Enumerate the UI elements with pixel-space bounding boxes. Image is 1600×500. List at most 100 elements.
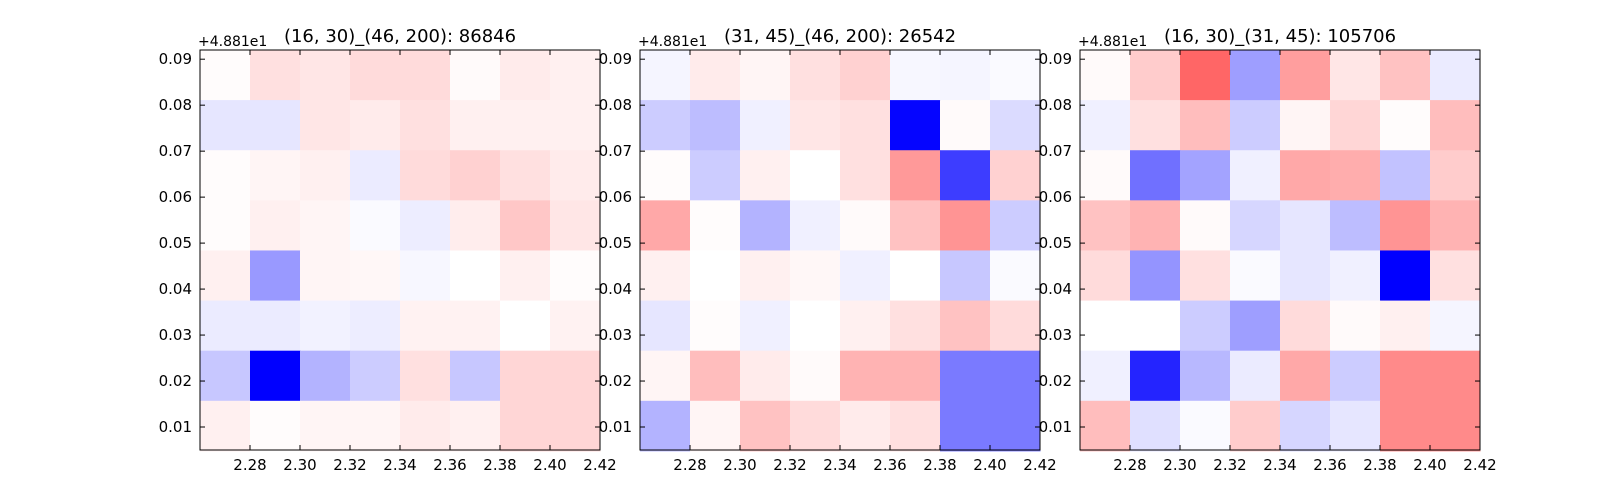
- heatmap-cell: [1180, 400, 1231, 452]
- heatmap-cell: [200, 350, 251, 402]
- heatmap-cell: [1330, 200, 1381, 251]
- heatmap-cell: [1430, 50, 1481, 101]
- y-tick-label: 0.03: [1039, 326, 1072, 344]
- heatmap-cell: [450, 150, 501, 201]
- heatmap-cell: [250, 350, 301, 402]
- heatmap-cell: [250, 150, 301, 201]
- heatmap-cell: [740, 150, 791, 201]
- heatmap-cell: [740, 200, 791, 251]
- y-tick-label: 0.08: [1039, 96, 1072, 114]
- heatmap-cell: [1080, 300, 1131, 352]
- heatmap-cell: [300, 150, 351, 201]
- y-tick-label: 0.03: [599, 326, 632, 344]
- heatmap-cell: [1130, 350, 1181, 402]
- panel-title: (16, 30)_(46, 200): 86846: [284, 26, 516, 47]
- heatmap-cell: [550, 100, 601, 151]
- heatmap-cell: [840, 250, 891, 302]
- heatmap-cell: [1330, 100, 1381, 151]
- heatmap-cell: [400, 200, 451, 251]
- y-offset-label: +4.881e1: [638, 34, 707, 50]
- heatmap-cell: [500, 300, 551, 352]
- x-tick-label: 2.36: [873, 456, 906, 474]
- heatmap-cell: [790, 50, 841, 101]
- heatmap-cell: [1280, 400, 1331, 452]
- heatmap-cell: [940, 50, 991, 101]
- heatmap-cell: [300, 250, 351, 302]
- heatmap-cell: [1380, 400, 1431, 452]
- heatmap-cell: [250, 250, 301, 302]
- panel-title: (16, 30)_(31, 45): 105706: [1164, 26, 1396, 47]
- heatmap-cell: [640, 50, 691, 101]
- heatmap-cell: [400, 250, 451, 302]
- x-tick-label: 2.40: [533, 456, 566, 474]
- heatmap-cell: [500, 200, 551, 251]
- y-tick-label: 0.07: [159, 142, 192, 160]
- y-tick-label: 0.05: [159, 234, 192, 252]
- heatmap-cell: [250, 300, 301, 352]
- heatmap-cell: [250, 100, 301, 151]
- x-tick-label: 2.30: [1163, 456, 1196, 474]
- heatmap-cell: [350, 300, 401, 352]
- heatmap-cell: [1130, 150, 1181, 201]
- y-offset-label: +4.881e1: [1078, 34, 1147, 50]
- heatmap-cell: [450, 350, 501, 402]
- heatmap-cell: [550, 400, 601, 452]
- y-tick-label: 0.02: [159, 372, 192, 390]
- heatmap-cell: [400, 150, 451, 201]
- heatmap-cell: [690, 200, 741, 251]
- heatmap-cell: [640, 300, 691, 352]
- heatmap-cell: [500, 350, 551, 402]
- heatmap-cell: [690, 250, 741, 302]
- heatmap-cell: [1380, 250, 1431, 302]
- heatmap-cell: [450, 300, 501, 352]
- heatmap-cell: [400, 300, 451, 352]
- x-tick-label: 2.40: [973, 456, 1006, 474]
- heatmap-cell: [790, 100, 841, 151]
- heatmap-cell: [1380, 50, 1431, 101]
- heatmap-cell: [1230, 300, 1281, 352]
- heatmap-cell: [1280, 200, 1331, 251]
- heatmap-cell: [690, 100, 741, 151]
- heatmap-cell: [1330, 400, 1381, 452]
- heatmap-cell: [1130, 400, 1181, 452]
- heatmap-cell: [740, 50, 791, 101]
- heatmap-cell: [1380, 350, 1431, 402]
- heatmap-cell: [1380, 150, 1431, 201]
- heatmap-cell: [450, 200, 501, 251]
- heatmap-cell: [890, 350, 941, 402]
- heatmap-cell: [840, 300, 891, 352]
- heatmap-cell: [940, 300, 991, 352]
- heatmap-cell: [200, 100, 251, 151]
- heatmap-cell: [840, 400, 891, 452]
- heatmap-cell: [790, 350, 841, 402]
- heatmap-cell: [940, 350, 991, 402]
- heatmap-cell: [1430, 300, 1481, 352]
- heatmap-panel-3: 2.28 2.30 2.32 2.34 2.36 2.38 2.40 2.42 0.01 0.02…: [1039, 26, 1497, 474]
- x-tick-label: 2.36: [433, 456, 466, 474]
- panel-title: (31, 45)_(46, 200): 26542: [724, 26, 956, 47]
- heatmap-cell: [300, 200, 351, 251]
- heatmap-cell: [350, 50, 401, 101]
- heatmap-cell: [1180, 150, 1231, 201]
- heatmap-cell: [1230, 250, 1281, 302]
- heatmap-cell: [1230, 400, 1281, 452]
- heatmap-cell: [200, 200, 251, 251]
- y-tick-label: 0.08: [159, 96, 192, 114]
- heatmap-cell: [1280, 100, 1331, 151]
- heatmap-cell: [300, 100, 351, 151]
- heatmap-cell: [200, 50, 251, 101]
- heatmap-cell: [790, 300, 841, 352]
- x-tick-label: 2.34: [383, 456, 416, 474]
- x-tick-label: 2.32: [1213, 456, 1246, 474]
- heatmap-cell: [990, 100, 1041, 151]
- heatmap-cell: [690, 150, 741, 201]
- heatmap-cell: [940, 250, 991, 302]
- heatmap-cell: [1280, 250, 1331, 302]
- heatmap-cell: [640, 150, 691, 201]
- heatmap-cell: [350, 400, 401, 452]
- heatmap-cell: [300, 350, 351, 402]
- y-tick-label: 0.09: [1039, 50, 1072, 68]
- heatmap-cell: [1230, 100, 1281, 151]
- heatmap-cell: [990, 300, 1041, 352]
- heatmap-cell: [940, 400, 991, 452]
